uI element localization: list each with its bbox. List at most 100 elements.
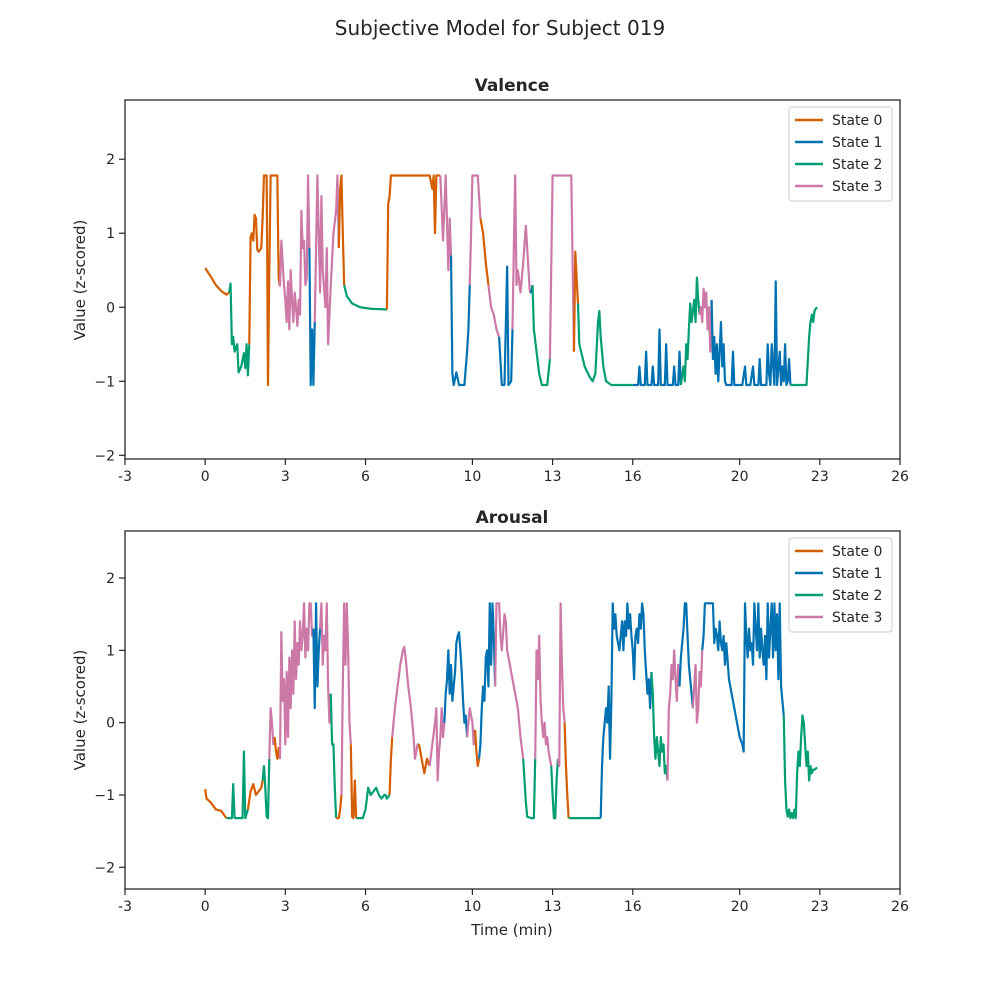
valence-x-tick-label: 26 bbox=[891, 469, 909, 485]
valence-state-0-segment-6 bbox=[337, 174, 346, 286]
arousal-state-0-segment-12 bbox=[349, 744, 358, 820]
arousal-x-tick-label: 20 bbox=[731, 899, 749, 915]
arousal-x-tick-label: 0 bbox=[201, 899, 210, 915]
valence-panel-title: Valence bbox=[475, 76, 550, 96]
arousal-x-tick-label: 6 bbox=[361, 899, 370, 915]
valence-state-3-segment-15 bbox=[511, 174, 531, 330]
valence-state-3-segment-13 bbox=[487, 284, 501, 338]
arousal-y-tick-label: −1 bbox=[94, 788, 115, 804]
valence-y-tick-label: −2 bbox=[94, 448, 115, 464]
arousal-y-tick-label: 2 bbox=[106, 571, 115, 587]
arousal-state-2-segment-25 bbox=[550, 758, 560, 820]
arousal-state-3-segment-22 bbox=[494, 602, 525, 759]
valence-state-3-segment-18 bbox=[548, 174, 576, 360]
valence-state-1-segment-21 bbox=[632, 328, 682, 387]
arousal-state-1-segment-7 bbox=[312, 602, 322, 710]
arousal-state-1-segment-34 bbox=[701, 602, 785, 753]
valence-panel: Valence Value (z-scored) -3 0 3 6 10 13 16 20 23… bbox=[71, 76, 909, 485]
valence-x-tick-label: 13 bbox=[544, 469, 562, 485]
arousal-state-3-segment-11 bbox=[340, 602, 352, 795]
valence-y-tick-label: −1 bbox=[94, 374, 115, 390]
arousal-state-1-segment-32 bbox=[678, 602, 694, 709]
arousal-legend: State 0 State 1 State 2 State 3 bbox=[788, 537, 893, 633]
valence-legend: State 0 State 1 State 2 State 3 bbox=[788, 106, 893, 202]
arousal-legend-label-state-1: State 1 bbox=[832, 566, 882, 582]
arousal-x-axis-label: Time (min) bbox=[470, 921, 552, 939]
valence-state-2-segment-7 bbox=[343, 284, 387, 311]
arousal-panel-title: Arousal bbox=[476, 508, 549, 528]
arousal-x-tick-label: 3 bbox=[281, 899, 290, 915]
arousal-state-3-segment-6 bbox=[278, 602, 315, 759]
arousal-state-2-segment-35 bbox=[782, 714, 818, 820]
arousal-state-0-segment-0 bbox=[204, 789, 228, 819]
valence-x-tick-label: 3 bbox=[281, 469, 290, 485]
arousal-x-tick-label: 26 bbox=[891, 899, 909, 915]
valence-x-tick-label: -3 bbox=[118, 469, 132, 485]
valence-legend-label-state-2: State 2 bbox=[832, 157, 882, 173]
arousal-series-lines bbox=[204, 602, 818, 820]
arousal-state-0-segment-16 bbox=[417, 744, 431, 775]
arousal-state-2-segment-23 bbox=[522, 758, 537, 820]
arousal-y-tick-label: 1 bbox=[106, 643, 115, 659]
valence-state-2-segment-1 bbox=[228, 282, 251, 377]
arousal-panel: Arousal Value (z-scored) Time (min) -3 0 3… bbox=[71, 508, 909, 939]
valence-state-1-segment-10 bbox=[449, 255, 471, 387]
valence-state-3-segment-11 bbox=[468, 174, 482, 286]
arousal-x-tick-label: 16 bbox=[624, 899, 642, 915]
arousal-axes-frame bbox=[124, 530, 901, 890]
arousal-state-3-segment-19 bbox=[465, 707, 477, 746]
valence-state-2-segment-22 bbox=[679, 276, 701, 386]
valence-state-2-segment-25 bbox=[790, 306, 818, 387]
arousal-y-tick-label: −2 bbox=[94, 860, 115, 876]
arousal-y-tick-label: 0 bbox=[106, 716, 115, 732]
valence-legend-label-state-3: State 3 bbox=[832, 179, 882, 195]
arousal-legend-label-state-2: State 2 bbox=[832, 588, 882, 604]
valence-series-lines bbox=[204, 174, 818, 387]
valence-state-0-segment-8 bbox=[385, 174, 441, 310]
valence-legend-label-state-0: State 0 bbox=[832, 113, 882, 129]
valence-legend-label-state-1: State 1 bbox=[832, 135, 882, 151]
arousal-x-tick-label: -3 bbox=[118, 899, 132, 915]
arousal-state-2-segment-13 bbox=[356, 786, 391, 820]
arousal-state-1-segment-29 bbox=[599, 602, 653, 819]
valence-state-1-segment-24 bbox=[710, 280, 792, 387]
arousal-state-0-segment-20 bbox=[473, 729, 481, 768]
valence-state-3-segment-5 bbox=[313, 174, 340, 346]
arousal-state-2-segment-30 bbox=[650, 671, 669, 781]
arousal-legend-box bbox=[788, 537, 893, 633]
arousal-legend-label-state-3: State 3 bbox=[832, 610, 882, 626]
arousal-x-tick-label: 13 bbox=[544, 899, 562, 915]
valence-x-tick-label: 10 bbox=[463, 469, 481, 485]
arousal-state-1-segment-18 bbox=[443, 631, 469, 738]
valence-y-axis-label: Value (z-scored) bbox=[71, 220, 89, 341]
arousal-state-3-segment-8 bbox=[318, 602, 332, 724]
arousal-state-3-segment-26 bbox=[556, 602, 566, 768]
valence-state-0-segment-12 bbox=[479, 218, 490, 286]
arousal-state-3-segment-4 bbox=[268, 707, 276, 759]
arousal-state-0-segment-2 bbox=[246, 780, 264, 810]
valence-state-3-segment-3 bbox=[278, 174, 311, 331]
arousal-state-3-segment-24 bbox=[534, 634, 553, 767]
arousal-state-0-segment-14 bbox=[388, 737, 394, 796]
valence-state-3-segment-9 bbox=[439, 174, 453, 272]
arousal-state-3-segment-31 bbox=[666, 649, 681, 781]
arousal-state-2-segment-1 bbox=[226, 750, 249, 820]
valence-state-1-segment-14 bbox=[498, 265, 514, 387]
valence-state-2-segment-20 bbox=[576, 303, 633, 387]
valence-axes-frame bbox=[124, 99, 901, 460]
valence-x-tick-label: 6 bbox=[361, 469, 370, 485]
valence-state-0-segment-0 bbox=[204, 267, 230, 296]
valence-y-tick-label: 1 bbox=[106, 226, 115, 242]
arousal-state-3-segment-33 bbox=[691, 650, 704, 724]
arousal-state-3-segment-15 bbox=[391, 645, 419, 760]
valence-x-tick-label: 16 bbox=[624, 469, 642, 485]
arousal-state-2-segment-9 bbox=[329, 693, 338, 819]
arousal-state-0-segment-10 bbox=[336, 794, 343, 820]
arousal-x-tick-label: 23 bbox=[811, 899, 829, 915]
valence-legend-box bbox=[788, 106, 893, 202]
valence-state-2-segment-17 bbox=[531, 285, 552, 387]
arousal-state-1-segment-21 bbox=[477, 602, 497, 759]
